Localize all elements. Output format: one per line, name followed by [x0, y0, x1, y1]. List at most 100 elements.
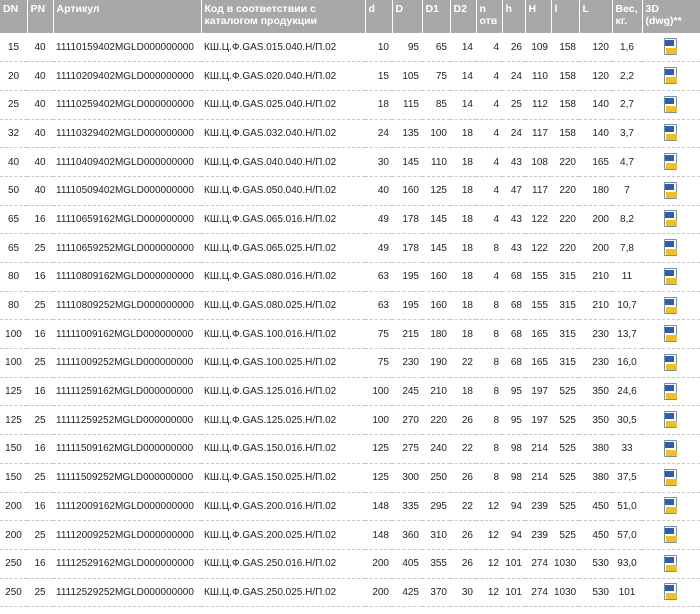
cell-D: 95	[392, 33, 422, 63]
cell-H: 155	[525, 291, 551, 321]
cell-D1: 240	[422, 434, 450, 464]
cell-D2: 18	[450, 291, 476, 321]
cell-d: 125	[365, 463, 392, 493]
cell-D: 360	[392, 520, 422, 550]
dwg-file-icon[interactable]	[664, 38, 678, 56]
table-row: 65 25 11110659252MGLD000000000 КШ.Ц.Ф.GAS.0…	[0, 233, 700, 263]
table-row: 80 16 11110809162MGLD000000000 КШ.Ц.Ф.GAS.0…	[0, 262, 700, 292]
cell-3d-dwg	[642, 90, 700, 120]
dwg-file-icon[interactable]	[664, 325, 678, 343]
dwg-file-icon[interactable]	[664, 583, 678, 601]
cell-L: 210	[579, 291, 612, 321]
dwg-file-icon[interactable]	[664, 468, 678, 487]
dwg-file-icon[interactable]	[664, 67, 678, 85]
cell-d: 30	[365, 147, 392, 177]
cell-d: 63	[365, 262, 392, 292]
dwg-file-icon[interactable]	[664, 239, 678, 257]
dwg-file-icon[interactable]	[664, 95, 678, 114]
dwg-file-icon[interactable]	[664, 153, 678, 171]
dwg-file-icon[interactable]	[664, 353, 678, 372]
header-weight: Вес, кг.	[612, 0, 643, 33]
cell-l: 315	[551, 291, 579, 321]
cell-d: 75	[365, 319, 392, 350]
cell-h: 26	[502, 33, 525, 63]
cell-D: 135	[392, 119, 422, 149]
cell-dn: 40	[0, 147, 27, 177]
cell-dn: 125	[0, 405, 27, 436]
cell-H: 214	[525, 463, 551, 493]
cell-weight: 37,5	[612, 463, 642, 493]
cell-article: 11110259402MGLD000000000	[53, 90, 201, 120]
cell-L: 200	[579, 205, 612, 235]
cell-d: 148	[365, 520, 392, 550]
header-n-holes: n отв	[476, 0, 503, 33]
cell-D2: 22	[450, 348, 476, 378]
cell-L: 165	[579, 147, 612, 177]
cell-D2: 18	[450, 205, 476, 235]
cell-D1: 180	[422, 319, 450, 350]
cell-n-holes: 8	[476, 463, 502, 493]
cell-weight: 93,0	[612, 549, 642, 579]
cell-H: 117	[525, 119, 551, 149]
cell-D: 230	[392, 348, 422, 378]
dwg-file-icon[interactable]	[664, 526, 678, 544]
cell-dn: 200	[0, 492, 27, 522]
cell-h: 98	[502, 463, 525, 493]
cell-D2: 30	[450, 578, 476, 608]
cell-H: 109	[525, 33, 551, 63]
header-pn: PN	[27, 0, 54, 33]
cell-l: 315	[551, 262, 579, 292]
cell-pn: 40	[27, 119, 53, 149]
cell-D1: 190	[422, 348, 450, 378]
cell-H: 112	[525, 90, 551, 120]
cell-h: 47	[502, 176, 525, 206]
cell-article: 11112009252MGLD000000000	[53, 520, 201, 550]
cell-l: 525	[551, 405, 579, 436]
header-D: D	[392, 0, 423, 33]
header-h: h	[502, 0, 526, 33]
cell-dn: 100	[0, 348, 27, 378]
cell-n-holes: 4	[476, 61, 502, 91]
dwg-file-icon[interactable]	[664, 267, 678, 286]
dwg-file-icon[interactable]	[664, 181, 678, 200]
cell-H: 165	[525, 319, 551, 350]
cell-l: 525	[551, 492, 579, 522]
dwg-file-icon[interactable]	[664, 210, 678, 228]
cell-h: 25	[502, 90, 525, 120]
cell-H: 117	[525, 176, 551, 206]
cell-D2: 18	[450, 147, 476, 177]
dwg-file-icon[interactable]	[664, 296, 678, 315]
cell-3d-dwg	[642, 119, 700, 149]
cell-d: 125	[365, 434, 392, 464]
dwg-file-icon[interactable]	[664, 411, 678, 429]
cell-l: 1030	[551, 549, 579, 579]
dwg-file-icon[interactable]	[664, 439, 678, 458]
table-row: 200 25 11112009252MGLD000000000 КШ.Ц.Ф.GAS.…	[0, 520, 700, 550]
cell-n-holes: 8	[476, 377, 502, 407]
dwg-file-icon[interactable]	[664, 554, 678, 573]
cell-H: 274	[525, 578, 551, 608]
header-dn: DN	[0, 0, 28, 33]
dwg-file-icon[interactable]	[664, 497, 678, 515]
cell-l: 1030	[551, 578, 579, 608]
cell-3d-dwg	[642, 348, 700, 378]
cell-dn: 25	[0, 90, 27, 120]
cell-pn: 25	[27, 291, 53, 321]
header-3d-dwg: 3D (dwg)**	[642, 0, 700, 33]
cell-D1: 75	[422, 61, 450, 91]
cell-L: 350	[579, 405, 612, 436]
cell-D: 178	[392, 233, 422, 263]
cell-h: 68	[502, 319, 525, 350]
dwg-file-icon[interactable]	[664, 124, 678, 142]
cell-pn: 40	[27, 33, 53, 63]
dwg-file-icon[interactable]	[664, 382, 678, 401]
cell-D2: 14	[450, 33, 476, 63]
cell-d: 18	[365, 90, 392, 120]
cell-D1: 160	[422, 262, 450, 292]
table-row: 250 25 11112529252MGLD000000000 КШ.Ц.Ф.GAS.…	[0, 578, 700, 608]
cell-pn: 25	[27, 463, 53, 493]
cell-H: 274	[525, 549, 551, 579]
cell-weight: 10,7	[612, 291, 642, 321]
table-row: 15 40 11110159402MGLD000000000 КШ.Ц.Ф.GAS.0…	[0, 33, 700, 63]
cell-weight: 2,2	[612, 61, 642, 91]
